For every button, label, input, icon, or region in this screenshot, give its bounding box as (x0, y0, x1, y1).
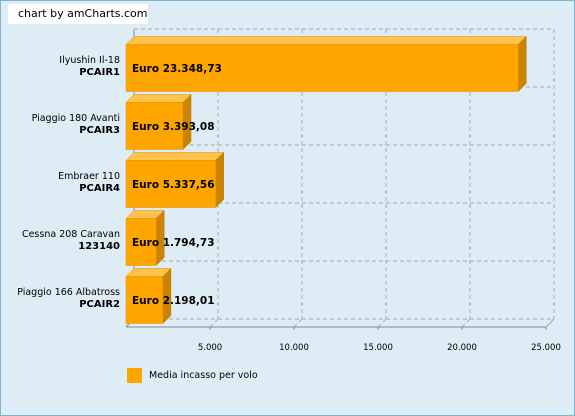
floor-edge (545, 318, 555, 328)
category-code-label: PCAIR3 (79, 125, 120, 136)
bar (125, 218, 157, 266)
legend-swatch[interactable] (127, 368, 142, 383)
bar-side-face (518, 35, 527, 93)
amcharts-credit[interactable]: chart by amCharts.com (8, 4, 148, 24)
category-name-label: Piaggio 180 Avanti (32, 113, 120, 124)
x-tick-label: 5.000 (198, 343, 222, 353)
x-tick-label: 10.000 (279, 343, 309, 353)
bar-value-label: Euro 1.794,73 (132, 237, 215, 249)
bar (125, 102, 184, 150)
category-name-label: Piaggio 166 Albatross (17, 287, 120, 298)
bar (125, 44, 519, 92)
bar-value-label: Euro 2.198,01 (132, 295, 215, 307)
category-code-label: PCAIR1 (79, 67, 120, 78)
category-name-label: Ilyushin Il-18 (59, 55, 120, 66)
x-tick-label: 20.000 (447, 343, 477, 353)
bar-top-face (125, 94, 192, 103)
bar-value-label: Euro 3.393,08 (132, 121, 215, 133)
bar-value-label: Euro 23.348,73 (132, 63, 222, 75)
bar-top-face (125, 152, 225, 161)
x-tick-label: 15.000 (363, 343, 393, 353)
category-name-label: Cessna 208 Caravan (22, 229, 120, 240)
x-tick-label: 25.000 (531, 343, 561, 353)
gridline-floor (209, 318, 219, 328)
gridline-floor (461, 318, 471, 328)
bar-value-label: Euro 5.337,56 (132, 179, 215, 191)
gridline-floor (293, 318, 303, 328)
category-name-label: Embraer 110 (58, 171, 120, 182)
category-code-label: PCAIR2 (79, 299, 120, 310)
bar (125, 276, 164, 324)
category-code-label: 123140 (78, 241, 120, 252)
legend-label: Media incasso per volo (149, 370, 258, 381)
bar-side-face (215, 151, 224, 209)
bar-top-face (125, 36, 527, 45)
legend: Media incasso per volo (127, 368, 258, 383)
gridline-floor (377, 318, 387, 328)
bar (125, 160, 216, 208)
category-code-label: PCAIR4 (79, 183, 120, 194)
